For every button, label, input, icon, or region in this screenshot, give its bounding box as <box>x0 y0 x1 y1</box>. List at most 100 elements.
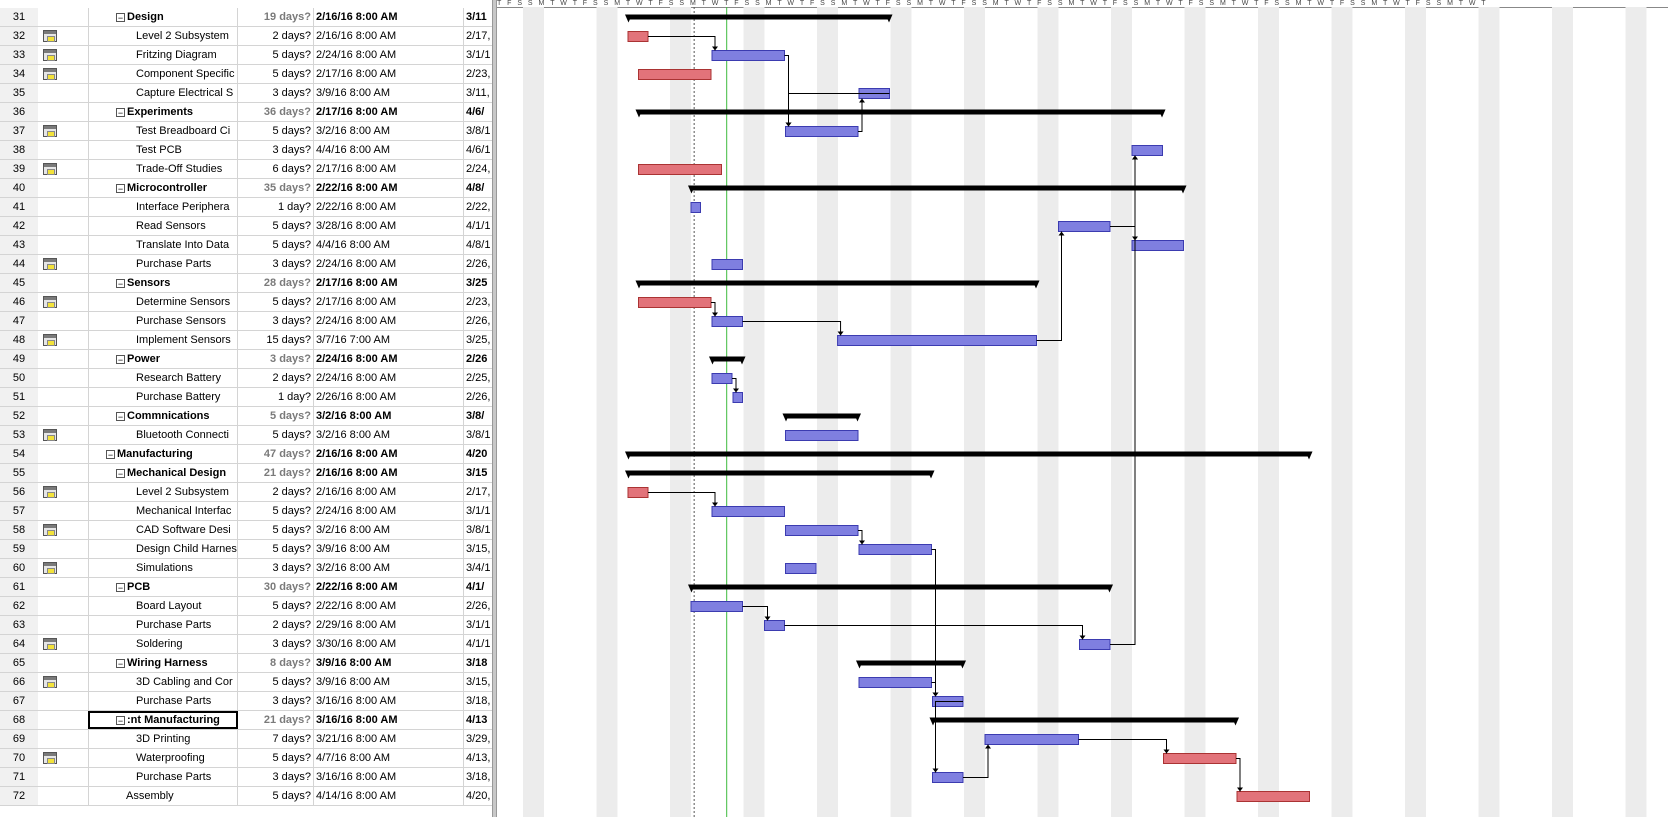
task-finish[interactable]: 3/18 <box>466 657 488 669</box>
task-start[interactable]: 2/22/16 8:00 AM <box>314 198 464 216</box>
task-row[interactable]: 66 3D Cabling and Cor 5 days? 3/9/16 8:00 A… <box>0 673 492 692</box>
task-finish[interactable]: 3/15, <box>466 676 491 688</box>
collapse-toggle-icon[interactable]: − <box>116 354 125 365</box>
task-name[interactable]: Research Battery <box>88 369 238 387</box>
task-start[interactable]: 3/2/16 8:00 AM <box>314 521 464 539</box>
task-duration[interactable]: 19 days? <box>238 8 314 26</box>
task-start[interactable]: 2/29/16 8:00 AM <box>314 616 464 634</box>
task-id[interactable]: 61 <box>0 578 39 596</box>
task-row[interactable]: 62 Board Layout 5 days? 2/22/16 8:00 AM 2/26… <box>0 597 492 616</box>
task-duration[interactable]: 5 days? <box>238 46 314 64</box>
task-id[interactable]: 47 <box>0 312 39 330</box>
task-start[interactable]: 2/17/16 8:00 AM <box>314 293 464 311</box>
task-id[interactable]: 72 <box>0 787 39 805</box>
task-finish[interactable]: 3/11 <box>466 11 487 23</box>
task-id[interactable]: 49 <box>0 350 39 368</box>
task-name[interactable]: Assembly <box>88 787 238 805</box>
task-row[interactable]: 42 Read Sensors 5 days? 3/28/16 8:00 AM 4/1/… <box>0 217 492 236</box>
task-row[interactable]: 34 Component Specific 5 days? 2/17/16 8:00 … <box>0 65 492 84</box>
task-duration[interactable]: 5 days? <box>238 217 314 235</box>
task-duration[interactable]: 5 days? <box>238 521 314 539</box>
task-finish[interactable]: 3/18, <box>466 695 491 707</box>
task-id[interactable]: 71 <box>0 768 39 786</box>
task-duration[interactable]: 5 days? <box>238 673 314 691</box>
task-row[interactable]: 55− Mechanical Design 21 days? 2/16/16 8:00… <box>0 464 492 483</box>
task-row[interactable]: 51 Purchase Battery 1 day? 2/26/16 8:00 AM 2… <box>0 388 492 407</box>
task-row[interactable]: 65− Wiring Harness 8 days? 3/9/16 8:00 AM 3/… <box>0 654 492 673</box>
task-start[interactable]: 3/2/16 8:00 AM <box>314 407 464 425</box>
task-row[interactable]: 71 Purchase Parts 3 days? 3/16/16 8:00 AM 3/… <box>0 768 492 787</box>
task-start[interactable]: 4/4/16 8:00 AM <box>314 141 464 159</box>
task-duration[interactable]: 3 days? <box>238 141 314 159</box>
task-row[interactable]: 47 Purchase Sensors 3 days? 2/24/16 8:00 AM… <box>0 312 492 331</box>
task-id[interactable]: 48 <box>0 331 39 349</box>
task-duration[interactable]: 2 days? <box>238 616 314 634</box>
task-duration[interactable]: 5 days? <box>238 540 314 558</box>
task-finish[interactable]: 3/1/1 <box>466 505 491 517</box>
task-id[interactable]: 65 <box>0 654 39 672</box>
task-name[interactable]: Purchase Sensors <box>88 312 238 330</box>
task-id[interactable]: 41 <box>0 198 39 216</box>
task-start[interactable]: 3/21/16 8:00 AM <box>314 730 464 748</box>
task-duration[interactable]: 3 days? <box>238 768 314 786</box>
task-start[interactable]: 2/22/16 8:00 AM <box>314 179 464 197</box>
collapse-toggle-icon[interactable]: − <box>116 582 125 593</box>
collapse-toggle-icon[interactable]: − <box>116 183 125 194</box>
task-name[interactable]: 3D Printing <box>88 730 238 748</box>
task-duration[interactable]: 5 days? <box>238 236 314 254</box>
task-row[interactable]: 57 Mechanical Interfac 5 days? 2/24/16 8:00… <box>0 502 492 521</box>
task-row[interactable]: 61− PCB 30 days? 2/22/16 8:00 AM 4/1/ <box>0 578 492 597</box>
task-finish[interactable]: 4/1/1 <box>466 638 491 650</box>
task-name[interactable]: − Experiments <box>88 103 238 121</box>
task-row[interactable]: 67 Purchase Parts 3 days? 3/16/16 8:00 AM 3/… <box>0 692 492 711</box>
task-name[interactable]: − Manufacturing <box>88 445 238 463</box>
task-row[interactable]: 32 Level 2 Subsystem 2 days? 2/16/16 8:00 A… <box>0 27 492 46</box>
task-id[interactable]: 50 <box>0 369 39 387</box>
task-name[interactable]: − Wiring Harness <box>88 654 238 672</box>
task-finish[interactable]: 3/29, <box>466 733 491 745</box>
task-duration[interactable]: 5 days? <box>238 426 314 444</box>
task-name[interactable]: Design Child Harnes <box>88 540 238 558</box>
task-row[interactable]: 59 Design Child Harnes 5 days? 3/9/16 8:00 … <box>0 540 492 559</box>
task-row[interactable]: 37 Test Breadboard Ci 5 days? 3/2/16 8:00 A… <box>0 122 492 141</box>
task-finish[interactable]: 2/25, <box>466 372 491 384</box>
task-id[interactable]: 38 <box>0 141 39 159</box>
task-row[interactable]: 54− Manufacturing 47 days? 2/16/16 8:00 AM 4… <box>0 445 492 464</box>
task-finish[interactable]: 4/8/1 <box>466 239 491 251</box>
task-id[interactable]: 40 <box>0 179 39 197</box>
task-name[interactable]: Simulations <box>88 559 238 577</box>
task-id[interactable]: 66 <box>0 673 39 691</box>
collapse-toggle-icon[interactable]: − <box>116 107 125 118</box>
task-duration[interactable]: 3 days? <box>238 350 314 368</box>
task-id[interactable]: 57 <box>0 502 39 520</box>
task-name[interactable]: Waterproofing <box>88 749 238 767</box>
task-finish[interactable]: 4/1/1 <box>466 220 491 232</box>
task-duration[interactable]: 36 days? <box>238 103 314 121</box>
task-row[interactable]: 56 Level 2 Subsystem 2 days? 2/16/16 8:00 A… <box>0 483 492 502</box>
task-duration[interactable]: 3 days? <box>238 692 314 710</box>
task-name[interactable]: Purchase Parts <box>88 255 238 273</box>
task-start[interactable]: 3/2/16 8:00 AM <box>314 426 464 444</box>
task-start[interactable]: 2/24/16 8:00 AM <box>314 312 464 330</box>
task-finish[interactable]: 4/8/ <box>466 182 485 194</box>
task-start[interactable]: 2/17/16 8:00 AM <box>314 160 464 178</box>
task-start[interactable]: 2/17/16 8:00 AM <box>314 65 464 83</box>
task-name[interactable]: Purchase Parts <box>88 768 238 786</box>
task-id[interactable]: 37 <box>0 122 39 140</box>
task-id[interactable]: 35 <box>0 84 39 102</box>
task-id[interactable]: 46 <box>0 293 39 311</box>
task-start[interactable]: 2/16/16 8:00 AM <box>314 464 464 482</box>
task-duration[interactable]: 21 days? <box>238 711 314 729</box>
task-name[interactable]: 3D Cabling and Cor <box>88 673 238 691</box>
task-id[interactable]: 62 <box>0 597 39 615</box>
task-duration[interactable]: 7 days? <box>238 730 314 748</box>
task-start[interactable]: 2/16/16 8:00 AM <box>314 445 464 463</box>
task-row[interactable]: 52− Commnications 5 days? 3/2/16 8:00 AM 3/8… <box>0 407 492 426</box>
task-duration[interactable]: 5 days? <box>238 502 314 520</box>
task-start[interactable]: 3/16/16 8:00 AM <box>314 692 464 710</box>
task-finish[interactable]: 3/11, <box>466 87 490 99</box>
task-id[interactable]: 59 <box>0 540 39 558</box>
task-duration[interactable]: 5 days? <box>238 597 314 615</box>
task-finish[interactable]: 4/20 <box>466 448 488 460</box>
task-finish[interactable]: 2/26 <box>466 353 488 365</box>
